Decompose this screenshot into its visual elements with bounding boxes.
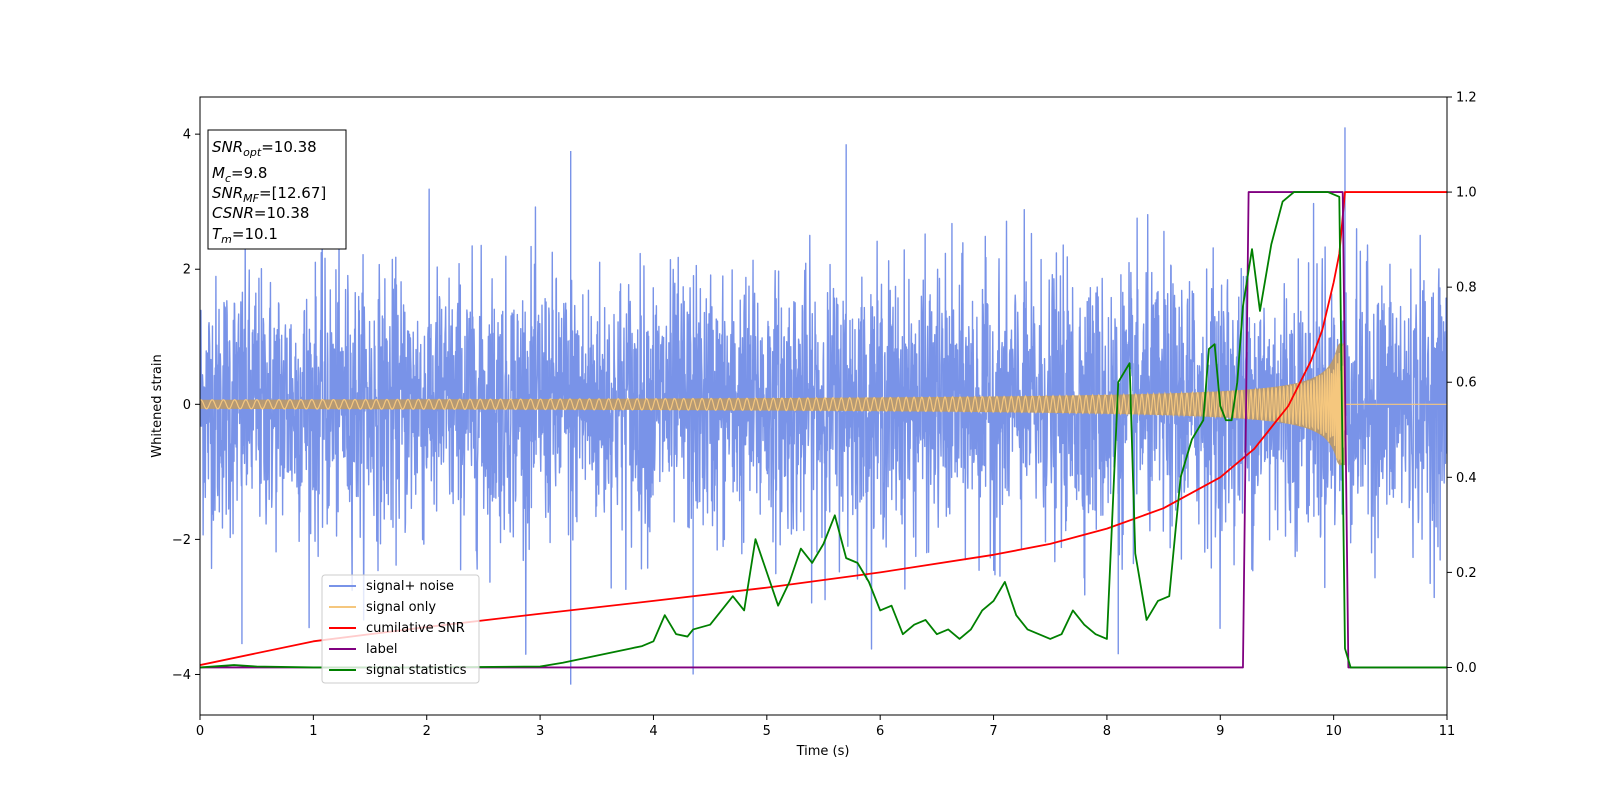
y-left-tick-label: 4: [183, 128, 191, 143]
cumulative-snr-line: [200, 191, 1447, 666]
y-right-tick-label: 1.0: [1456, 186, 1477, 201]
x-tick-label: 2: [423, 724, 431, 739]
x-tick-label: 10: [1325, 724, 1342, 739]
x-tick-label: 7: [989, 724, 997, 739]
y-left-tick-label: 2: [183, 263, 191, 278]
x-tick-label: 0: [196, 724, 204, 739]
y-right-tick-label: 0.0: [1456, 661, 1477, 676]
x-tick-label: 9: [1216, 724, 1224, 739]
info-mc: Mc=9.8: [212, 164, 267, 185]
info-box: SNRopt=10.38 Mc=9.8 SNRMF=[12.67] CSNR=1…: [207, 129, 347, 250]
y-right-tick-label: 1.2: [1456, 91, 1477, 106]
y-axis-left: −4 −2 0 2 4: [172, 128, 200, 683]
signal-statistics-line: [200, 191, 1447, 669]
y-axis-left-label: Whitened strain: [150, 354, 165, 457]
info-snr-opt: SNRopt=10.38: [212, 138, 317, 159]
right-axis-series: [200, 191, 1447, 669]
y-right-tick-label: 0.2: [1456, 566, 1477, 581]
legend-label-label: label: [366, 642, 397, 657]
legend: signal+ noise signal only cumilative SNR…: [321, 574, 480, 684]
x-tick-label: 1: [309, 724, 317, 739]
x-axis: 0 1 2 3 4 5 6 7 8 9 10 11: [196, 715, 1455, 739]
legend-label-signal-statistics: signal statistics: [366, 663, 467, 678]
legend-label-cumulative-snr: cumilative SNR: [366, 621, 465, 636]
y-axis-right: 0.0 0.2 0.4 0.6 0.8 1.0 1.2: [1447, 91, 1477, 676]
signal-noise-line: [200, 127, 1447, 685]
signal-only-line: [200, 345, 1447, 463]
signal-noise-series: [200, 127, 1447, 685]
x-tick-label: 5: [763, 724, 771, 739]
info-snr-mf: SNRMF=[12.67]: [212, 184, 326, 205]
x-tick-label: 4: [649, 724, 657, 739]
x-tick-label: 6: [876, 724, 884, 739]
y-right-tick-label: 0.6: [1456, 376, 1477, 391]
x-tick-label: 3: [536, 724, 544, 739]
axes-frame: [199, 96, 1448, 716]
y-right-tick-label: 0.8: [1456, 281, 1477, 296]
info-csnr: CSNR=10.38: [212, 204, 309, 222]
x-tick-label: 11: [1439, 724, 1456, 739]
x-tick-label: 8: [1103, 724, 1111, 739]
y-left-tick-label: −4: [172, 668, 191, 683]
y-left-tick-label: 0: [183, 398, 191, 413]
x-axis-label: Time (s): [796, 744, 850, 759]
signal-only-series: [200, 343, 1447, 466]
plot-area: [200, 127, 1447, 685]
signal-only-envelope: [200, 343, 1345, 466]
legend-label-signal-only: signal only: [366, 600, 436, 615]
y-right-tick-label: 0.4: [1456, 471, 1477, 486]
legend-label-signal-noise: signal+ noise: [366, 579, 454, 594]
y-left-tick-label: −2: [172, 533, 191, 548]
info-tm: Tm=10.1: [212, 225, 278, 246]
